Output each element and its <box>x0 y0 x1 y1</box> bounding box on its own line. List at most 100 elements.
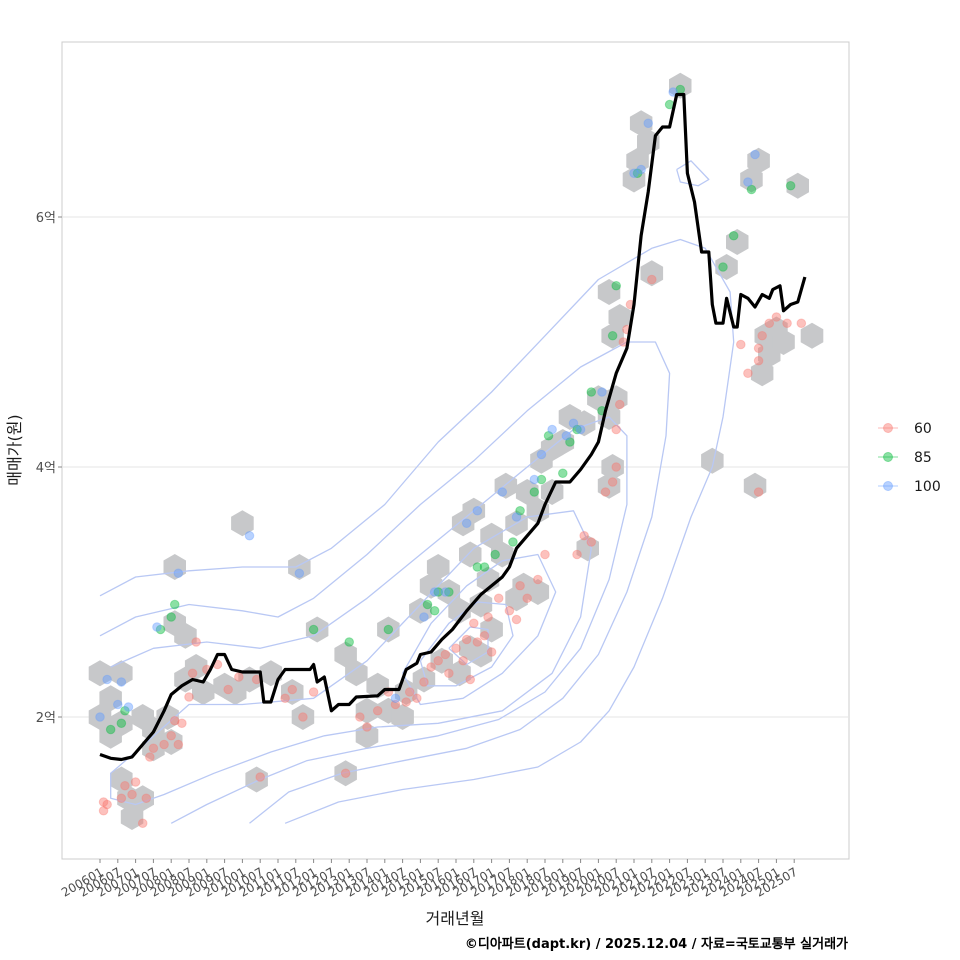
point-100 <box>95 712 105 722</box>
density-contours <box>99 160 735 824</box>
y-tick-label: 6억 <box>36 211 56 226</box>
point-100 <box>597 387 607 397</box>
point-60 <box>308 687 319 697</box>
point-100 <box>750 149 760 160</box>
point-85 <box>116 718 127 729</box>
point-85 <box>490 549 500 560</box>
hex-bin <box>491 541 514 568</box>
hex-bin <box>669 72 692 99</box>
hex-bin <box>747 147 770 174</box>
point-85 <box>472 562 483 572</box>
point-60 <box>451 643 461 654</box>
point-100 <box>568 418 579 429</box>
point-60 <box>486 647 497 657</box>
point-85 <box>120 705 130 716</box>
point-60 <box>743 368 753 379</box>
hex-bin <box>184 654 208 680</box>
hex-bin <box>572 410 596 437</box>
hex-bin <box>110 766 133 793</box>
hex-bin <box>480 522 503 549</box>
point-100 <box>547 424 557 435</box>
point-85 <box>169 599 180 610</box>
density-contour <box>448 626 489 666</box>
point-60 <box>533 574 543 585</box>
hex-bin <box>626 147 649 174</box>
point-60 <box>753 343 764 354</box>
hex-bin <box>448 660 471 687</box>
point-100 <box>113 699 123 710</box>
hex-bin <box>701 447 724 474</box>
point-85 <box>529 487 540 497</box>
point-60 <box>572 549 582 560</box>
point-60 <box>782 318 792 329</box>
hex-bin <box>391 704 414 730</box>
legend-key-point <box>883 452 893 462</box>
point-60 <box>511 614 522 625</box>
hex-bin <box>469 641 493 668</box>
hex-bin <box>608 304 631 330</box>
point-100 <box>643 118 654 129</box>
point-100 <box>629 168 639 179</box>
point-60 <box>169 715 180 726</box>
legend-key-point <box>883 423 893 433</box>
point-60 <box>540 549 550 560</box>
point-60 <box>647 274 657 285</box>
hex-bin <box>131 785 154 812</box>
point-60 <box>255 772 266 782</box>
point-60 <box>120 780 130 791</box>
hex-bin <box>786 172 809 199</box>
point-85 <box>308 624 319 635</box>
point-60 <box>130 777 141 787</box>
point-60 <box>184 692 194 702</box>
point-85 <box>746 184 757 195</box>
point-85 <box>785 180 796 191</box>
hex-bin <box>601 454 624 480</box>
point-60 <box>614 399 625 410</box>
legend-label: 100 <box>914 479 941 495</box>
x-axis-ticks: 2006012006072007012007072008012008072009… <box>59 859 800 900</box>
hex-bin <box>426 554 450 580</box>
point-60 <box>504 605 515 616</box>
point-60 <box>433 655 444 666</box>
y-axis-title: 매매가(원) <box>5 414 24 485</box>
point-60 <box>116 793 127 804</box>
point-85 <box>344 637 355 647</box>
point-60 <box>586 537 597 547</box>
point-60 <box>141 793 152 804</box>
legend-key-point <box>883 481 893 491</box>
hex-bin <box>515 479 539 505</box>
hex-bin <box>526 579 550 605</box>
point-100 <box>429 587 440 597</box>
hex-bin <box>726 229 749 255</box>
hex-bin <box>772 329 795 355</box>
point-60 <box>611 462 622 472</box>
hex-bin <box>743 472 767 499</box>
point-60 <box>145 752 155 762</box>
hex-bin <box>622 166 646 193</box>
point-85 <box>607 330 618 341</box>
trend-line <box>99 92 807 762</box>
hex-bin <box>597 279 621 305</box>
hex-bin <box>291 704 315 730</box>
hex-bin <box>750 360 774 387</box>
point-100 <box>244 530 255 541</box>
point-85 <box>565 437 575 447</box>
point-60 <box>736 339 746 350</box>
point-60 <box>177 718 187 729</box>
point-85 <box>433 587 444 597</box>
point-85 <box>515 505 525 516</box>
point-60 <box>522 593 533 604</box>
point-60 <box>127 789 137 800</box>
plot-panel <box>61 41 850 860</box>
point-100 <box>497 487 508 497</box>
hex-bin <box>459 541 482 568</box>
hex-bin <box>334 641 357 668</box>
point-60 <box>458 655 468 666</box>
hex-bin <box>409 597 432 624</box>
point-85 <box>422 599 433 610</box>
y-tick-label: 4억 <box>36 461 56 476</box>
hex-bin <box>640 260 664 287</box>
density-contour <box>99 341 671 824</box>
point-60 <box>461 634 472 645</box>
